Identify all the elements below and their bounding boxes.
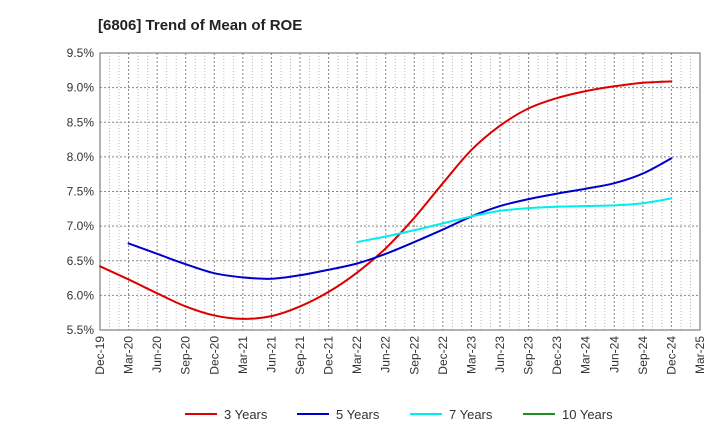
x-tick-label: Dec-19 [93, 336, 107, 375]
series-line-7-years [356, 197, 673, 244]
x-tick-label: Mar-22 [350, 336, 364, 374]
x-tick-label: Mar-20 [122, 336, 136, 374]
series-line-5-years [127, 157, 673, 280]
series-lines [99, 80, 673, 320]
legend-label-5-years: 5 Years [336, 407, 380, 422]
y-tick-label: 6.0% [67, 288, 95, 302]
y-tick-label: 7.0% [67, 219, 95, 233]
y-tick-label: 9.0% [67, 81, 95, 95]
x-tick-label: Dec-22 [436, 336, 450, 375]
x-tick-label: Sep-23 [522, 336, 536, 375]
plot-frame [99, 52, 701, 331]
chart-title: [6806] Trend of Mean of ROE [98, 17, 302, 34]
y-tick-label: 8.0% [67, 150, 95, 164]
legend: 3 Years 5 Years 7 Years 10 Years [185, 407, 613, 422]
y-tick-label: 8.5% [67, 115, 95, 129]
legend-label-3-years: 3 Years [224, 407, 268, 422]
x-tick-label: Dec-23 [550, 336, 564, 375]
legend-label-7-years: 7 Years [449, 407, 493, 422]
x-tick-label: Jun-21 [264, 336, 278, 373]
x-tick-label: Sep-21 [293, 336, 307, 375]
x-tick-label: Sep-24 [636, 336, 650, 375]
y-tick-label: 9.5% [67, 46, 95, 60]
legend-label-10-years: 10 Years [562, 407, 613, 422]
x-tick-label: Sep-22 [407, 336, 421, 375]
x-tick-label: Jun-20 [150, 336, 164, 373]
x-tick-label: Sep-20 [179, 336, 193, 375]
x-tick-label: Mar-24 [579, 336, 593, 374]
x-tick-label: Jun-23 [493, 336, 507, 373]
y-tick-label: 5.5% [67, 323, 95, 337]
y-tick-label: 7.5% [67, 185, 95, 199]
x-tick-label: Mar-23 [464, 336, 478, 374]
x-tick-label: Dec-24 [664, 336, 678, 375]
x-tick-label: Mar-25 [693, 336, 707, 374]
x-tick-label: Jun-22 [379, 336, 393, 373]
axes: 5.5% 6.0% 6.5% 7.0% 7.5% 8.0% 8.5% 9.0% 9.5% Dec-… [67, 46, 707, 375]
x-tick-label: Dec-20 [207, 336, 221, 375]
x-tick-label: Mar-21 [236, 336, 250, 374]
grid [100, 52, 700, 331]
series-line-3-years [99, 80, 673, 320]
x-tick-label: Dec-21 [322, 336, 336, 375]
y-tick-label: 6.5% [67, 254, 95, 268]
x-tick-label: Jun-24 [607, 336, 621, 373]
